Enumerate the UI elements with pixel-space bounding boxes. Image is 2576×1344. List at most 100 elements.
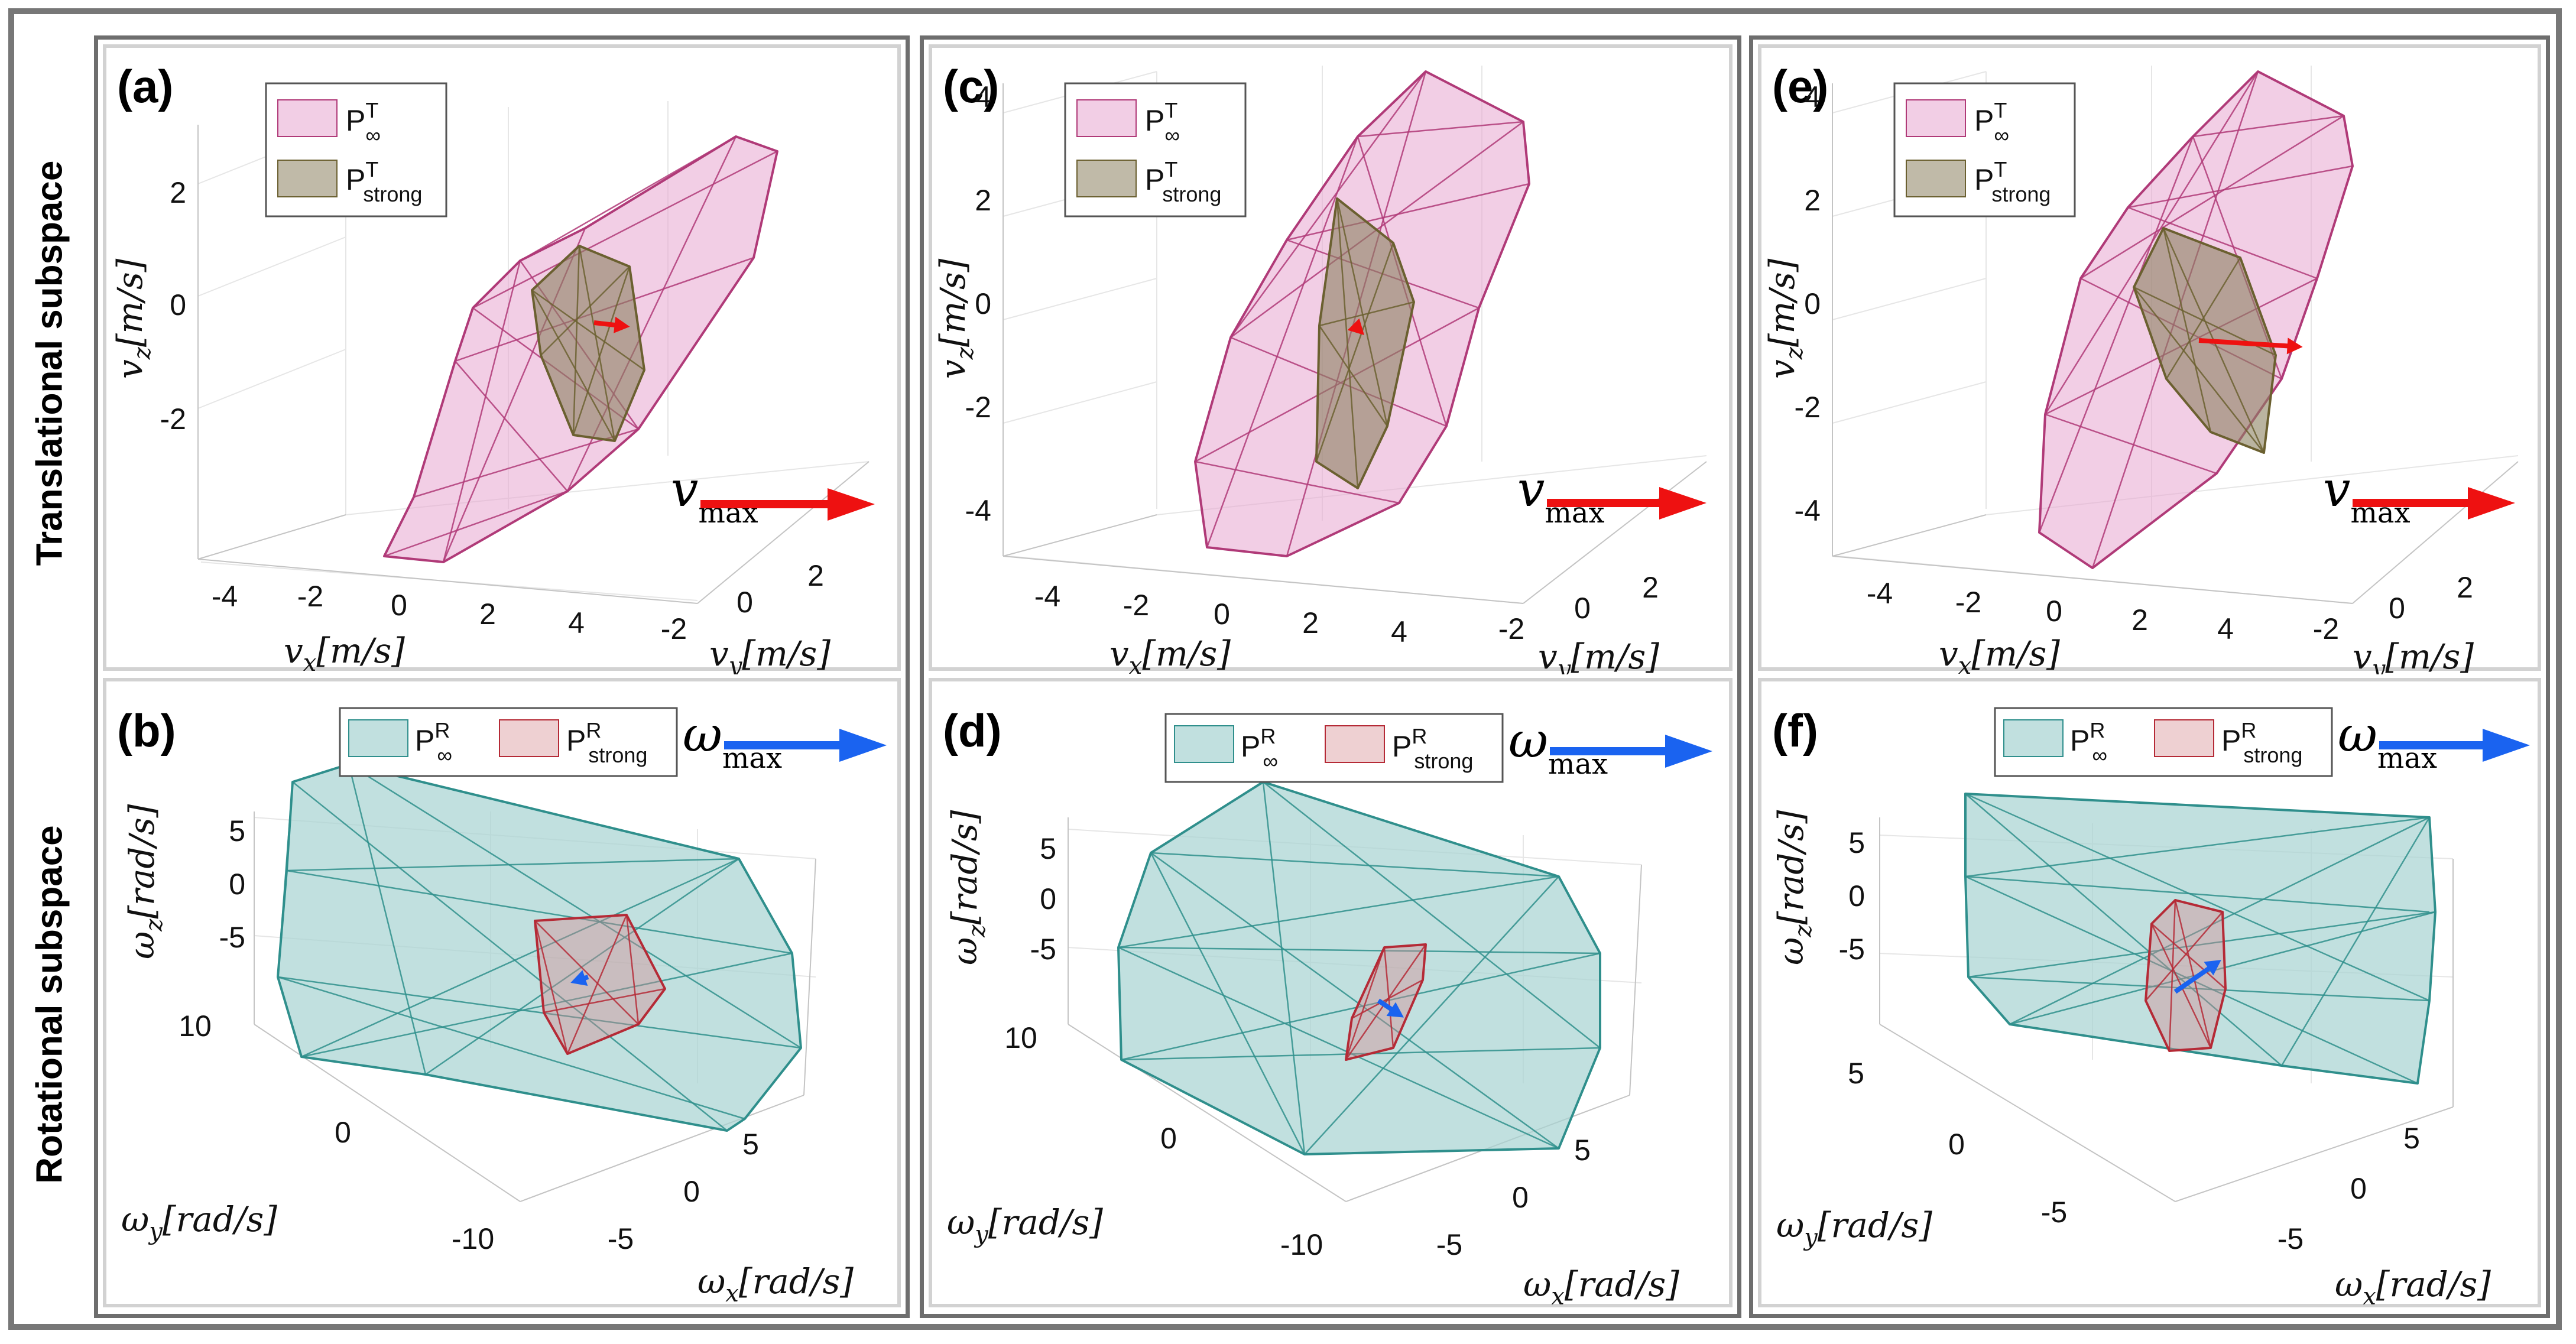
pink-polytope-edge [1286, 183, 1530, 241]
legend-strong-text: PT strong [346, 157, 422, 206]
y-tick: 2 [2457, 571, 2473, 604]
legend-inf-text: PR ∞ [415, 718, 452, 767]
teal-polytope-edge [277, 976, 802, 1049]
x-tick: 0 [1214, 598, 1230, 631]
axis-line [803, 858, 816, 1096]
axis-line [1523, 461, 1707, 604]
z-tick: -4 [1795, 494, 1821, 527]
olive-polytope-edge [572, 266, 631, 436]
y-tick-labels: -2 0 2 [661, 559, 824, 645]
x-tick: -4 [1034, 580, 1060, 613]
teal-polytope-edge [301, 952, 793, 1058]
z-tick: -5 [219, 921, 245, 954]
x-tick: -4 [212, 580, 238, 613]
y-tick-labels: 10 0 -10 [179, 1009, 494, 1255]
legend-swatch-pink [1076, 99, 1137, 137]
teal-polytope-edge [1150, 852, 1559, 878]
legend-inf-text: PT ∞ [1974, 98, 2009, 147]
plot-a: (a) 2 0 -2 -4 -2 0 2 4 -2 0 2 [110, 60, 875, 674]
red-polytope-hull [2144, 899, 2227, 1052]
red-polytope-edge [566, 914, 628, 1054]
legend-strong-text: PT strong [1974, 157, 2051, 206]
teal-polytope-edge [1150, 852, 1306, 1155]
x-tick: -5 [1436, 1228, 1462, 1261]
pink-polytope-edge [2127, 206, 2318, 280]
legend-swatch-olive [1076, 160, 1137, 197]
y-axis-label: ωy[rad/s] [1776, 1205, 1932, 1251]
x-axis-label: vx[m/s] [284, 631, 405, 674]
axis-line [1003, 556, 1524, 604]
panel-label-a: (a) [117, 60, 173, 112]
pink-polytope-edge [1206, 136, 1359, 548]
column-2: (c) 4 2 0 -2 -4 -4 -2 0 2 4 -2 0 [920, 35, 1741, 1318]
olive-polytope-edge [1336, 198, 1388, 427]
axis-line [197, 514, 346, 560]
teal-polytope-edge [1263, 781, 1601, 1048]
pink-polytope-edge [442, 260, 521, 563]
teal-polytope-edge [1118, 946, 1601, 955]
grid-line [1003, 381, 1157, 424]
x-tick-labels: -4 -2 0 2 4 [212, 580, 585, 639]
z-tick-labels: 5 0 -5 [219, 814, 245, 954]
legend-swatch-red [2154, 719, 2214, 757]
pink-polytope-edge [413, 428, 639, 498]
legend: PR ∞ PR strong [1164, 713, 1504, 783]
vmax-label: vmax [671, 462, 758, 530]
legend-swatch-teal [1174, 725, 1234, 763]
teal-polytope-hull [1117, 781, 1601, 1155]
x-tick: 0 [391, 589, 407, 622]
teal-polytope-edge [277, 781, 294, 978]
pink-polytope-edge [472, 150, 778, 309]
red-polytope-edge [2168, 900, 2176, 1051]
grid-line [1003, 278, 1157, 320]
figure-frame: Translational subspace Rotational subspa… [8, 8, 2562, 1330]
legend: PR ∞ PR strong [1994, 707, 2333, 777]
legend-inf-text: PT ∞ [1145, 98, 1180, 147]
wmax-label: ωmax [683, 707, 782, 775]
z-axis-label: vz[m/s] [110, 258, 156, 379]
z-axis-label: ωz[rad/s] [945, 810, 991, 965]
velocity-arrow-head [2286, 337, 2303, 355]
teal-polytope-edge [1965, 875, 2430, 913]
y-tick: -2 [2313, 612, 2339, 645]
teal-polytope-edge [286, 869, 793, 955]
x-tick: -5 [608, 1222, 634, 1255]
y-tick: -2 [661, 612, 687, 645]
z-tick: 5 [1040, 832, 1056, 865]
z-tick-labels: 5 0 -5 [1839, 826, 1865, 966]
teal-polytope-edge [2280, 817, 2431, 1066]
x-tick: -2 [1955, 586, 1981, 619]
y-tick-labels: 10 0 -10 [1004, 1021, 1323, 1261]
legend-swatch-teal [2003, 719, 2064, 757]
x-axis-label: ωx[rad/s] [697, 1261, 854, 1307]
teal-polytope-edge [1150, 852, 1559, 1150]
teal-polytope-edge [277, 976, 745, 1120]
teal-polytope-edge [301, 1056, 426, 1076]
wmax-label: ωmax [1508, 713, 1608, 781]
y-axis-label: vy[m/s] [709, 634, 830, 674]
z-axis-label: ωz[rad/s] [122, 804, 168, 959]
x-tick: 4 [2217, 612, 2234, 645]
z-tick: 2 [170, 176, 186, 209]
z-tick: -5 [1839, 933, 1865, 966]
teal-polytope-edge [348, 763, 802, 1049]
teal-polytope-edge [286, 858, 739, 872]
panel-f: (f) 5 0 -5 5 0 -5 5 0 -5 ωz[rad/s] ωy[ra [1758, 678, 2541, 1310]
teal-polytope-edge [2009, 911, 2436, 1025]
vmax-indicator: vmax [1517, 462, 1706, 530]
legend: PT ∞ PT strong [1893, 82, 2076, 217]
z-tick-labels: 5 0 -5 [1030, 832, 1056, 966]
vmax-indicator: vmax [2323, 462, 2515, 530]
y-tick-labels: -2 0 2 [1498, 571, 1659, 645]
teal-polytope-edge [1968, 976, 2430, 1002]
wmax-arrow-head [2483, 729, 2530, 762]
y-tick: 5 [1848, 1057, 1864, 1090]
y-tick: 0 [737, 586, 753, 619]
olive-polytope-edge [1315, 242, 1394, 462]
z-tick: -2 [160, 402, 186, 436]
teal-polytope-edge [1965, 816, 2430, 878]
y-tick: -5 [2041, 1196, 2067, 1229]
x-tick: -5 [2277, 1222, 2304, 1255]
olive-polytope-edge [2165, 257, 2241, 379]
omega-arrow-shaft [2173, 963, 2215, 994]
